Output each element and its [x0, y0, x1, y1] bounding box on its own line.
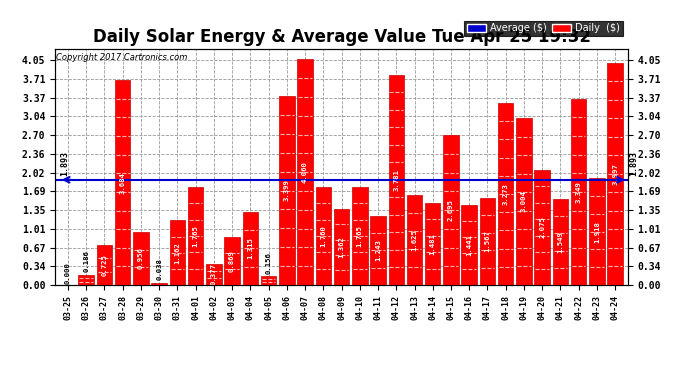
Text: 3.273: 3.273 [503, 183, 509, 205]
Text: 0.000: 0.000 [65, 262, 71, 284]
Bar [206, 264, 221, 285]
Text: 1.481: 1.481 [430, 233, 436, 255]
Text: 3.349: 3.349 [575, 181, 582, 203]
Bar [516, 118, 532, 285]
Text: 1.549: 1.549 [558, 231, 564, 253]
Text: 1.893: 1.893 [629, 152, 638, 176]
Text: 1.760: 1.760 [320, 225, 326, 247]
Text: 0.725: 0.725 [101, 254, 108, 276]
Bar [535, 170, 550, 285]
Text: 2.695: 2.695 [448, 199, 454, 221]
Bar [243, 212, 258, 285]
Text: 1.441: 1.441 [466, 234, 472, 256]
Text: 3.684: 3.684 [119, 172, 126, 194]
Bar [151, 283, 167, 285]
Bar [406, 195, 422, 285]
Title: Daily Solar Energy & Average Value Tue Apr 25 19:32: Daily Solar Energy & Average Value Tue A… [92, 28, 591, 46]
Text: 1.315: 1.315 [247, 237, 253, 260]
Bar [224, 237, 240, 285]
Bar [480, 198, 495, 285]
Text: 1.625: 1.625 [411, 229, 417, 251]
Text: 0.156: 0.156 [266, 252, 272, 273]
Text: 1.243: 1.243 [375, 240, 381, 261]
Text: 1.893: 1.893 [60, 152, 69, 176]
Bar [170, 220, 185, 285]
Text: 0.186: 0.186 [83, 250, 89, 272]
Text: 1.765: 1.765 [357, 225, 363, 247]
Bar [498, 103, 513, 285]
Text: 1.362: 1.362 [339, 236, 344, 258]
Text: 3.781: 3.781 [393, 169, 400, 191]
Text: 3.997: 3.997 [612, 163, 618, 185]
Bar [462, 205, 477, 285]
Bar [115, 80, 130, 285]
Bar [188, 187, 204, 285]
Text: Copyright 2017 Cartronics.com: Copyright 2017 Cartronics.com [56, 54, 187, 63]
Bar [261, 276, 277, 285]
Text: 0.038: 0.038 [156, 258, 162, 280]
Text: 2.075: 2.075 [539, 216, 545, 238]
Bar [607, 63, 623, 285]
Text: 0.956: 0.956 [138, 248, 144, 269]
Bar [589, 178, 604, 285]
Bar [553, 199, 568, 285]
Text: 3.004: 3.004 [521, 190, 527, 213]
Text: 4.060: 4.060 [302, 161, 308, 183]
Bar [334, 209, 349, 285]
Bar [279, 96, 295, 285]
Bar [315, 187, 331, 285]
Text: 1.918: 1.918 [594, 221, 600, 243]
Text: 1.162: 1.162 [175, 242, 180, 264]
Bar [443, 135, 459, 285]
Text: 1.567: 1.567 [484, 231, 491, 252]
Bar [571, 99, 586, 285]
Bar [297, 59, 313, 285]
Text: 0.377: 0.377 [211, 264, 217, 285]
Legend: Average ($), Daily  ($): Average ($), Daily ($) [464, 21, 623, 36]
Text: 0.869: 0.869 [229, 250, 235, 272]
Bar [352, 187, 368, 285]
Bar [97, 245, 112, 285]
Text: 1.765: 1.765 [193, 225, 199, 247]
Text: 3.399: 3.399 [284, 180, 290, 201]
Bar [133, 232, 148, 285]
Bar [371, 216, 386, 285]
Bar [79, 274, 94, 285]
Bar [388, 75, 404, 285]
Bar [425, 202, 440, 285]
